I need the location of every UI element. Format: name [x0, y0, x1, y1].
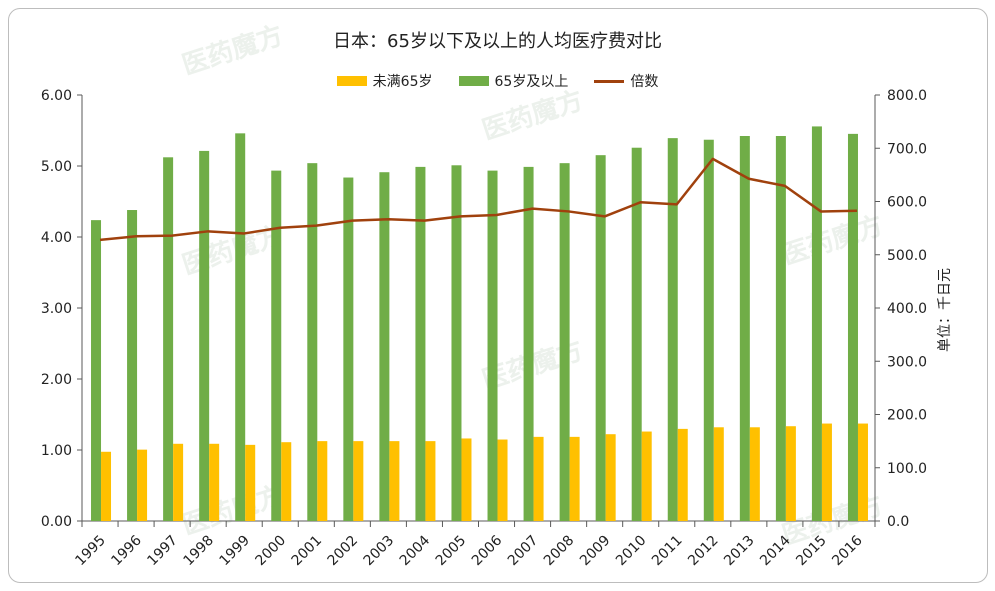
bar-65plus	[127, 210, 138, 521]
bar-65plus	[595, 155, 606, 522]
bar-65plus	[91, 220, 102, 521]
bar-65plus	[271, 170, 282, 522]
bar-under65	[281, 442, 292, 521]
right-tick-label: 400.0	[887, 301, 927, 317]
bar-under65	[209, 443, 220, 521]
bar-under65	[497, 439, 508, 521]
right-tick-label: 700.0	[887, 141, 927, 157]
legend: 未满65岁 65岁及以上 倍数	[0, 71, 995, 91]
bar-65plus	[559, 163, 570, 521]
right-tick-label: 800.0	[887, 88, 927, 104]
bar-65plus	[199, 150, 210, 521]
bar-65plus	[451, 165, 462, 522]
left-tick-label: 1.00	[41, 443, 72, 459]
bar-65plus	[739, 136, 750, 521]
bar-65plus	[487, 170, 498, 522]
x-tick-label: 2003	[361, 533, 398, 570]
right-tick-label: 600.0	[887, 195, 927, 211]
bar-65plus	[379, 172, 390, 521]
chart-title: 日本：65岁以下及以上的人均医疗费对比	[333, 31, 662, 52]
bar-65plus	[631, 147, 642, 521]
legend-item-under65: 未满65岁	[336, 71, 433, 91]
left-tick-label: 5.00	[41, 159, 72, 175]
x-tick-label: 2008	[541, 533, 578, 570]
x-tick-label: 2001	[289, 533, 326, 570]
x-tick-label: 2015	[793, 533, 830, 570]
bar-65plus	[847, 133, 858, 521]
x-tick-label: 2000	[253, 533, 290, 570]
bar-under65	[857, 423, 868, 521]
legend-label-65plus: 65岁及以上	[494, 74, 569, 90]
bar-65plus	[667, 138, 678, 521]
bar-65plus	[811, 126, 822, 521]
right-tick-label: 500.0	[887, 248, 927, 264]
bar-under65	[137, 449, 148, 521]
bar-under65	[713, 427, 724, 521]
bar-65plus	[343, 177, 354, 521]
x-tick-label: 2016	[829, 532, 866, 569]
right-tick-label: 0.0	[887, 514, 909, 530]
bar-under65	[173, 443, 184, 521]
right-tick-label: 100.0	[887, 461, 927, 477]
bar-under65	[677, 428, 688, 521]
bar-under65	[641, 431, 652, 521]
left-tick-label: 0.00	[41, 514, 72, 530]
bar-65plus	[307, 163, 318, 521]
legend-item-ratio: 倍数	[594, 71, 658, 91]
bar-under65	[569, 436, 580, 521]
bar-under65	[317, 441, 328, 521]
left-tick-label: 3.00	[41, 301, 72, 317]
bar-under65	[461, 438, 472, 521]
right-tick-label: 300.0	[887, 354, 927, 370]
right-tick-label: 200.0	[887, 408, 927, 424]
legend-swatch-under65	[336, 76, 367, 86]
legend-swatch-65plus	[458, 76, 489, 86]
x-tick-label: 2005	[433, 533, 470, 570]
legend-label-ratio: 倍数	[630, 74, 659, 90]
left-tick-label: 4.00	[41, 230, 72, 246]
legend-swatch-ratio	[594, 79, 625, 83]
x-tick-label: 1999	[217, 533, 254, 570]
x-tick-label: 2002	[325, 533, 362, 570]
x-tick-label: 2010	[613, 533, 650, 570]
bar-65plus	[415, 166, 426, 521]
x-tick-label: 2013	[721, 533, 758, 570]
bar-under65	[605, 434, 616, 521]
x-tick-label: 2006	[469, 532, 506, 569]
bar-65plus	[523, 166, 534, 521]
bar-65plus	[703, 139, 714, 522]
bar-65plus	[235, 133, 246, 521]
x-tick-label: 1995	[72, 533, 109, 570]
legend-item-65plus: 65岁及以上	[458, 71, 569, 91]
x-tick-label: 2004	[397, 532, 434, 569]
bar-under65	[353, 441, 364, 521]
x-tick-label: 2014	[757, 532, 794, 569]
bar-under65	[749, 427, 760, 521]
left-tick-label: 6.00	[41, 88, 72, 104]
x-tick-label: 1996	[108, 532, 145, 569]
x-tick-label: 2009	[577, 533, 614, 570]
bar-under65	[821, 423, 832, 521]
ratio-line	[99, 157, 858, 242]
bar-under65	[389, 441, 400, 521]
x-tick-label: 2011	[649, 533, 686, 570]
bar-under65	[533, 436, 544, 521]
x-tick-label: 2007	[505, 533, 542, 570]
x-tick-label: 1997	[144, 533, 181, 570]
x-tick-label: 1998	[180, 533, 217, 570]
bar-65plus	[775, 136, 786, 521]
bar-under65	[785, 426, 796, 521]
left-tick-label: 2.00	[41, 372, 72, 388]
x-tick-label: 2012	[685, 533, 722, 570]
bar-65plus	[163, 157, 174, 522]
bar-under65	[425, 441, 436, 521]
bar-under65	[245, 444, 256, 521]
legend-label-under65: 未满65岁	[372, 74, 433, 90]
bar-under65	[101, 451, 112, 521]
